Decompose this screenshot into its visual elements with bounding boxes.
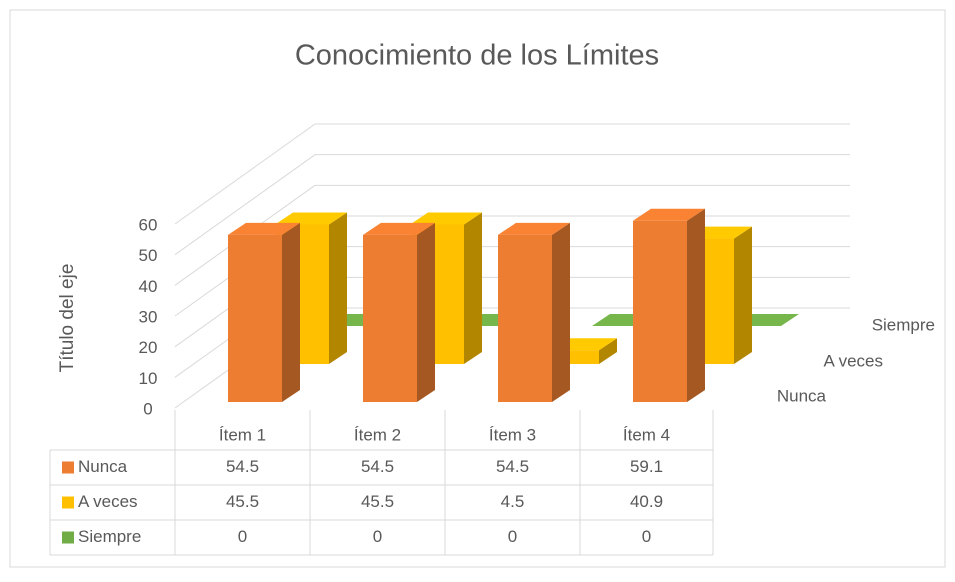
legend-label: A veces xyxy=(78,492,138,511)
bar-top xyxy=(228,222,300,235)
bar-side xyxy=(464,212,482,364)
y-tick-label: 20 xyxy=(139,338,158,357)
table-value: 0 xyxy=(508,527,517,546)
x-tick-label: Ítem 3 xyxy=(489,425,536,444)
y-tick-label: 10 xyxy=(139,369,158,388)
bar-front xyxy=(498,234,552,402)
bar-side xyxy=(734,226,752,364)
table-value: 45.5 xyxy=(226,492,259,511)
bar-side xyxy=(599,338,617,364)
legend-key xyxy=(62,496,74,509)
depth-axis-label: A veces xyxy=(823,351,883,370)
y-tick-label: 0 xyxy=(143,399,152,418)
bar-front xyxy=(363,234,417,402)
legend-label: Nunca xyxy=(78,457,128,476)
bar-front xyxy=(228,234,282,402)
x-tick-label: Ítem 4 xyxy=(623,425,670,444)
bar-side xyxy=(417,222,435,402)
table-value: 4.5 xyxy=(501,492,525,511)
bar xyxy=(363,222,435,402)
table-value: 54.5 xyxy=(361,457,394,476)
table-value: 59.1 xyxy=(630,457,663,476)
legend-key xyxy=(62,531,74,544)
legend-label: Siempre xyxy=(78,527,141,546)
y-tick-label: 30 xyxy=(139,307,158,326)
table-value: 0 xyxy=(642,527,651,546)
bar-top xyxy=(498,222,570,235)
bar xyxy=(228,222,300,402)
table-value: 54.5 xyxy=(496,457,529,476)
bar-top xyxy=(275,212,347,225)
bar-front xyxy=(633,220,687,402)
y-tick-label: 50 xyxy=(139,246,158,265)
y-tick-label: 60 xyxy=(139,215,158,234)
bar-side xyxy=(282,222,300,402)
x-tick-label: Ítem 2 xyxy=(354,425,401,444)
bar-top xyxy=(410,212,482,225)
bar-side xyxy=(687,208,705,402)
y-tick-label: 40 xyxy=(139,277,158,296)
bar xyxy=(633,208,705,402)
legend-key xyxy=(62,461,74,474)
chart-title: Conocimiento de los Límites xyxy=(295,40,659,72)
grid-line xyxy=(174,123,316,225)
grid-line xyxy=(174,154,316,256)
table-value: 54.5 xyxy=(226,457,259,476)
bar-top xyxy=(363,222,435,235)
table-value: 40.9 xyxy=(630,492,663,511)
depth-axis-label: Nunca xyxy=(777,386,827,405)
table-value: 0 xyxy=(238,527,247,546)
depth-axis-label: Siempre xyxy=(872,315,935,334)
table-value: 45.5 xyxy=(361,492,394,511)
bar-side xyxy=(329,212,347,364)
x-tick-label: Ítem 1 xyxy=(219,425,266,444)
table-value: 0 xyxy=(373,527,382,546)
bar-top xyxy=(633,208,705,221)
y-axis-title: Título del eje xyxy=(57,264,78,373)
bar xyxy=(498,222,570,402)
bar-side xyxy=(552,222,570,402)
